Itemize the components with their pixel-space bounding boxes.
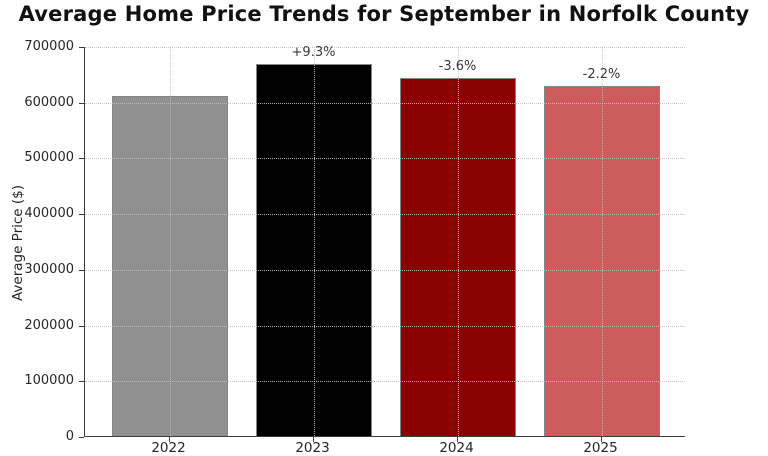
h-gridline-200000 <box>85 325 685 327</box>
bar-value-label-2024: -3.6% <box>438 58 477 74</box>
h-gridline-400000 <box>85 214 685 216</box>
h-gridline-500000 <box>85 158 685 160</box>
y-tick-label-400000: 400000 <box>24 206 74 222</box>
x-tick-mark-2025 <box>600 437 602 442</box>
y-tick-label-700000: 700000 <box>24 39 74 54</box>
y-tick-mark-300000 <box>79 269 84 271</box>
bar-value-label-2023: +9.3% <box>291 45 336 61</box>
x-tick-mark-2022 <box>168 437 170 442</box>
y-tick-label-100000: 100000 <box>24 373 74 389</box>
x-tick-label-2024: 2024 <box>439 440 474 456</box>
y-tick-label-500000: 500000 <box>24 150 74 166</box>
h-gridline-100000 <box>85 381 685 383</box>
y-tick-mark-100000 <box>79 381 84 383</box>
v-gridline-2024 <box>457 47 459 436</box>
v-gridline-2023 <box>313 47 315 436</box>
x-tick-label-2022: 2022 <box>151 440 186 456</box>
v-gridline-2025 <box>601 47 603 436</box>
x-tick-label-2025: 2025 <box>583 440 618 456</box>
h-gridline-600000 <box>85 102 685 104</box>
v-gridline-2022 <box>169 47 171 436</box>
y-tick-mark-700000 <box>79 47 84 48</box>
y-tick-label-200000: 200000 <box>24 317 74 333</box>
y-tick-mark-0 <box>79 437 84 438</box>
plot-area: +9.3% -3.6% -2.2% <box>84 45 685 437</box>
y-tick-label-300000: 300000 <box>24 261 74 277</box>
h-gridline-300000 <box>85 269 685 271</box>
y-axis-label: Average Price ($) <box>10 184 26 302</box>
x-tick-label-2023: 2023 <box>295 440 330 456</box>
h-gridline-700000 <box>85 47 685 48</box>
y-tick-mark-200000 <box>79 325 84 327</box>
bar-value-label-2025: -2.2% <box>582 66 621 82</box>
x-tick-mark-2024 <box>456 437 458 442</box>
y-tick-mark-600000 <box>79 102 84 104</box>
chart-title: Average Home Price Trends for September … <box>18 2 750 26</box>
y-tick-label-600000: 600000 <box>24 94 74 110</box>
y-tick-mark-400000 <box>79 214 84 216</box>
x-tick-mark-2023 <box>312 437 314 442</box>
y-tick-mark-500000 <box>79 158 84 160</box>
y-tick-label-0: 0 <box>65 429 74 444</box>
